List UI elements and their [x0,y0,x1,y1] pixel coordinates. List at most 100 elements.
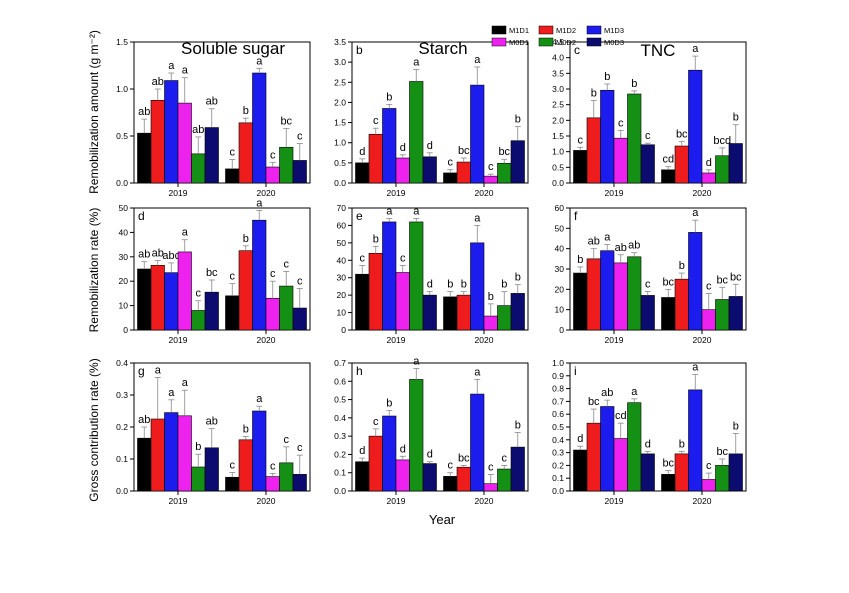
y-tick-label: 0.7 [552,396,564,406]
x-tick-label: 2019 [387,335,406,345]
significance-label: c [502,452,508,464]
bar-m1d1-2019 [137,437,152,492]
bar-m0d2-2019 [191,466,206,492]
significance-label: a [256,393,263,405]
significance-label: ab [588,236,600,248]
bar-m0d2-2020 [279,146,294,184]
y-tick-label: 70 [337,203,347,213]
col-title-soluble-sugar: Soluble sugar [181,39,285,58]
bar-m0d1-2019 [613,438,628,492]
bar-m1d3-2020 [688,232,703,331]
legend-swatch-m0d1 [491,37,507,47]
y-tick-label: 30 [555,264,565,274]
y-tick-label: 0.5 [334,158,346,168]
y-tick-label: 0.5 [116,131,128,141]
significance-label: bc [206,267,218,279]
bar-m0d3-2020 [292,474,307,492]
bar-m1d1-2020 [661,297,676,331]
bar-m0d3-2019 [204,127,219,184]
bar-m0d3-2019 [640,144,655,184]
x-tick-label: 2020 [257,496,276,506]
bar-m1d1-2019 [137,268,152,331]
x-tick-label: 2020 [475,496,494,506]
significance-label: abc [162,250,180,262]
significance-label: bc [458,145,470,157]
y-axis-label-contribution: Gross contribution rate (%) [87,358,101,501]
bar-m1d2-2019 [586,117,601,184]
bar-m1d1-2020 [661,474,676,492]
significance-label: bc [498,146,510,158]
y-tick-label: 50 [555,223,565,233]
y-tick-label: 0.3 [116,390,128,400]
significance-label: a [474,54,481,66]
legend-swatch-m0d3 [586,37,602,47]
y-tick-label: 2.5 [552,100,564,110]
significance-label: c [400,253,406,265]
x-tick-label: 2020 [475,335,494,345]
bar-m0d3-2019 [640,453,655,492]
bar-m0d3-2019 [422,294,437,331]
panel-letter: g [138,364,145,378]
significance-label: b [488,291,494,303]
significance-label: ab [628,240,640,252]
y-tick-label: 1.0 [552,358,564,368]
significance-label: b [243,105,249,117]
y-tick-label: 0.0 [552,486,564,496]
y-tick-label: 2.0 [552,115,564,125]
significance-label: c [230,271,236,283]
y-tick-label: 0.4 [552,435,564,445]
significance-label: c [297,276,303,288]
y-tick-label: 3.5 [334,37,346,47]
significance-label: a [256,197,263,209]
bar-m0d3-2020 [510,140,525,184]
y-tick-label: 0.2 [116,422,128,432]
y-tick-label: 0.2 [552,460,564,470]
x-tick-label: 2019 [169,188,188,198]
bar-m0d2-2019 [627,256,642,331]
bar-m1d2-2020 [456,466,471,492]
bar-m1d3-2020 [252,219,267,331]
significance-label: a [474,212,481,224]
bar-m0d2-2019 [191,153,206,184]
significance-label: bc [458,452,470,464]
plot-frame [133,207,311,331]
bar-m1d1-2020 [443,296,458,331]
y-tick-label: 0.5 [552,162,564,172]
y-tick-label: 20 [119,276,129,286]
bar-m0d2-2020 [279,285,294,331]
significance-label: ab [152,247,164,259]
significance-label: c [230,459,236,471]
significance-label: d [577,433,583,445]
panel-b: 0.00.51.01.52.02.53.03.52019dcbdad2020cb… [334,37,529,198]
bar-m1d1-2020 [225,295,240,331]
significance-label: bc [662,458,674,470]
y-tick-label: 2.5 [334,77,346,87]
significance-label: a [692,362,699,374]
y-tick-label: 0.0 [552,178,564,188]
legend-label-m1d2: M1D2 [556,26,576,35]
significance-label: a [182,65,189,77]
y-tick-label: 0.6 [552,409,564,419]
x-tick-label: 2019 [169,335,188,345]
y-tick-label: 0.8 [552,384,564,394]
panel-letter: b [356,43,363,57]
significance-label: a [692,43,699,55]
significance-label: b [447,279,453,291]
y-tick-label: 20 [555,284,565,294]
y-tick-label: 50 [119,203,129,213]
y-tick-label: 40 [555,244,565,254]
bar-m1d1-2019 [355,461,370,492]
bar-m0d2-2019 [627,402,642,492]
bar-m0d2-2019 [627,93,642,184]
significance-label: b [243,424,249,436]
y-tick-label: 0.3 [334,431,346,441]
y-tick-label: 40 [337,255,347,265]
significance-label: a [604,232,611,244]
bar-m1d3-2020 [470,84,485,184]
bar-m1d3-2019 [382,221,397,331]
significance-label: d [427,140,433,152]
bar-m0d3-2020 [510,446,525,492]
significance-label: c [373,115,379,127]
